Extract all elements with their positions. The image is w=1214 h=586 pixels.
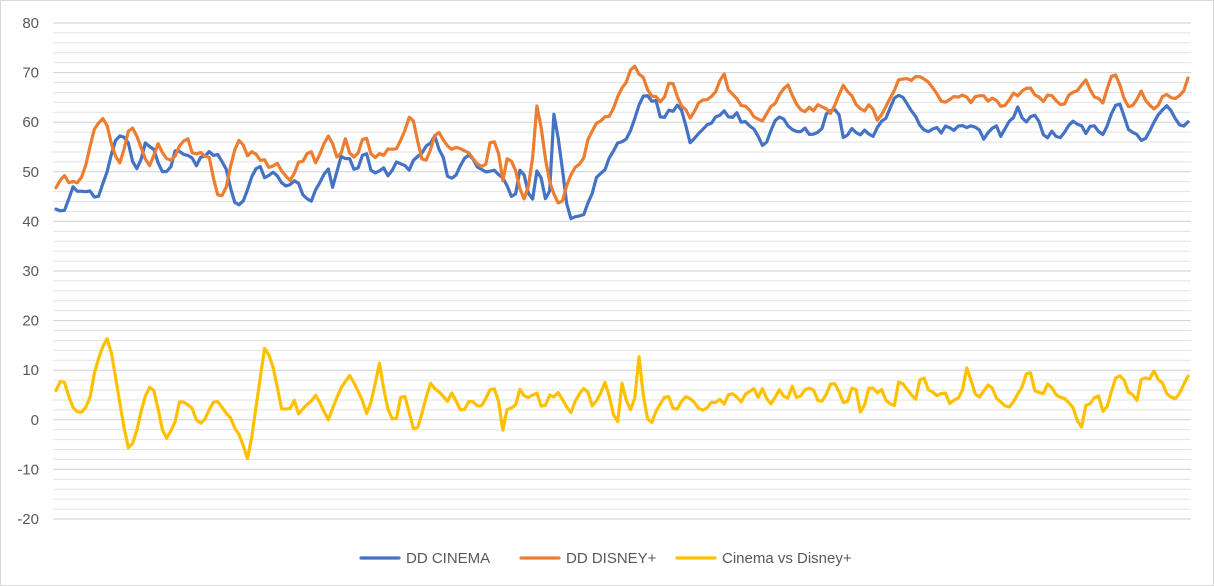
y-tick-label: 0 <box>31 412 39 429</box>
y-tick-label: 30 <box>22 263 39 280</box>
gridlines <box>53 22 1191 520</box>
series-lines <box>54 64 1190 461</box>
y-tick-label: 60 <box>22 114 39 131</box>
y-tick-label: 10 <box>22 362 39 379</box>
legend-label-cinema-vs-disney: Cinema vs Disney+ <box>722 550 852 567</box>
legend: DD CINEMA DD DISNEY+ Cinema vs Disney+ <box>359 550 852 567</box>
legend-label-dd-disney: DD DISNEY+ <box>566 550 657 567</box>
y-tick-label: -20 <box>17 511 39 528</box>
y-axis-tick-labels: 80 70 60 50 40 30 20 10 0 -10 -20 <box>17 15 39 528</box>
series-line-cinema-vs-disney <box>54 337 1190 461</box>
y-tick-label: 80 <box>22 15 39 32</box>
y-tick-label: 50 <box>22 164 39 181</box>
series-line-dd-cinema <box>54 93 1190 221</box>
y-tick-label: 20 <box>22 313 39 330</box>
series-line-dd-disney <box>54 64 1190 205</box>
legend-label-dd-cinema: DD CINEMA <box>406 550 490 567</box>
y-tick-label: 70 <box>22 65 39 82</box>
y-tick-label: 40 <box>22 213 39 230</box>
y-tick-label: -10 <box>17 461 39 478</box>
